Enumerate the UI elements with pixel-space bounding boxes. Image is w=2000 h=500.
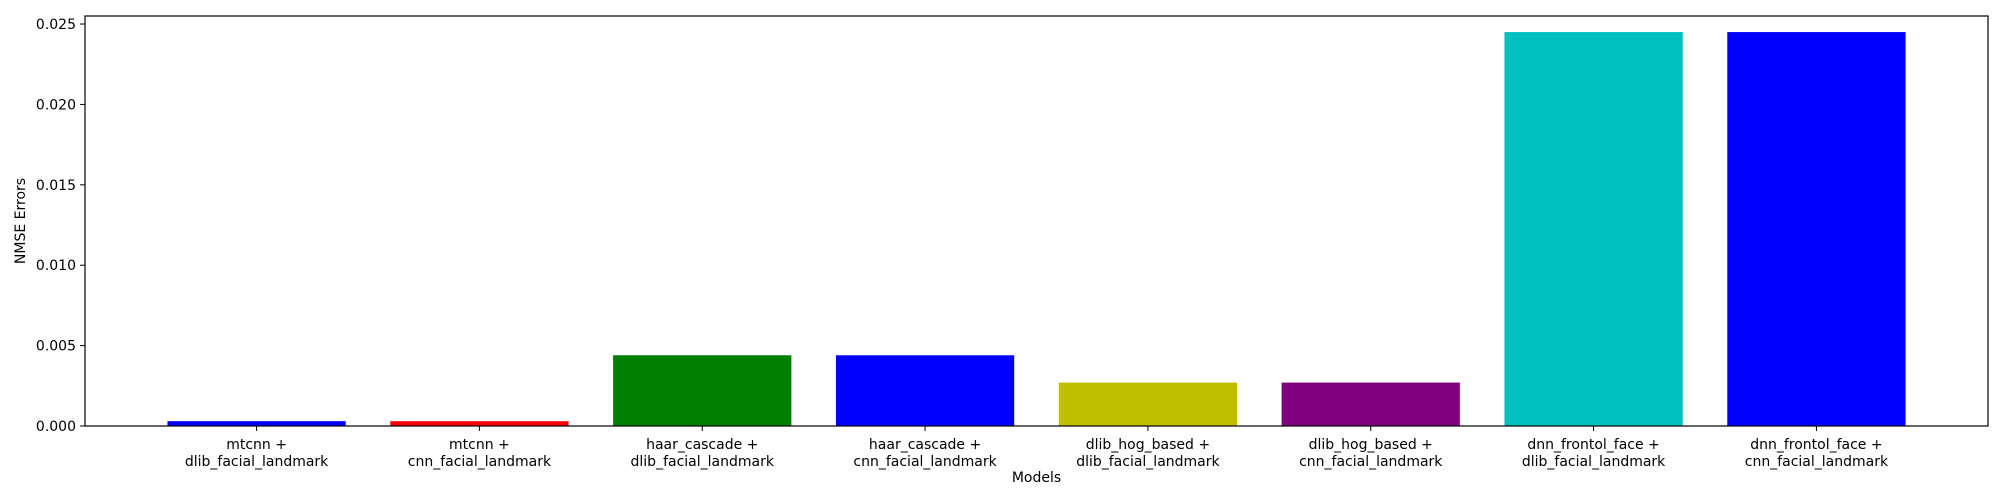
bar-3 — [835, 355, 1015, 426]
bars-group — [167, 32, 1906, 426]
x-tick-label: haar_cascade + cnn_facial_landmark — [853, 437, 997, 470]
x-tick-label: dlib_hog_based + dlib_facial_landmark — [1076, 437, 1220, 470]
x-tick-label: mtcnn + dlib_facial_landmark — [185, 437, 329, 470]
bar-7 — [1727, 32, 1906, 426]
bar-6 — [1504, 32, 1683, 426]
plot-frame — [84, 15, 1989, 427]
y-axis: 0.000 0.005 0.010 0.015 0.020 0.025 — [36, 17, 85, 435]
bar-0 — [167, 421, 346, 426]
x-tick-label: dlib_hog_based + cnn_facial_landmark — [1299, 437, 1443, 470]
x-axis: mtcnn + dlib_facial_landmark mtcnn + cnn_fa… — [185, 426, 1889, 470]
y-tick-label: 0.015 — [36, 178, 76, 194]
bar-2 — [613, 355, 792, 426]
x-tick-label: dnn_frontol_face + cnn_facial_landmark — [1745, 437, 1889, 470]
y-tick-label: 0.005 — [36, 339, 76, 355]
y-tick-label: 0.020 — [36, 97, 76, 113]
bar-1 — [390, 421, 569, 426]
x-tick-label: haar_cascade + dlib_facial_landmark — [631, 437, 775, 470]
bar-4 — [1058, 382, 1238, 426]
x-axis-label: Models — [1012, 470, 1061, 486]
y-tick-label: 0.000 — [36, 419, 76, 435]
y-axis-label: NMSE Errors — [13, 178, 29, 264]
x-tick-label: dnn_frontol_face + dlib_facial_landmark — [1522, 437, 1666, 470]
y-tick-label: 0.010 — [36, 258, 76, 274]
x-tick-label: mtcnn + cnn_facial_landmark — [408, 437, 552, 470]
y-tick-label: 0.025 — [36, 17, 76, 33]
bar-5 — [1281, 382, 1460, 426]
